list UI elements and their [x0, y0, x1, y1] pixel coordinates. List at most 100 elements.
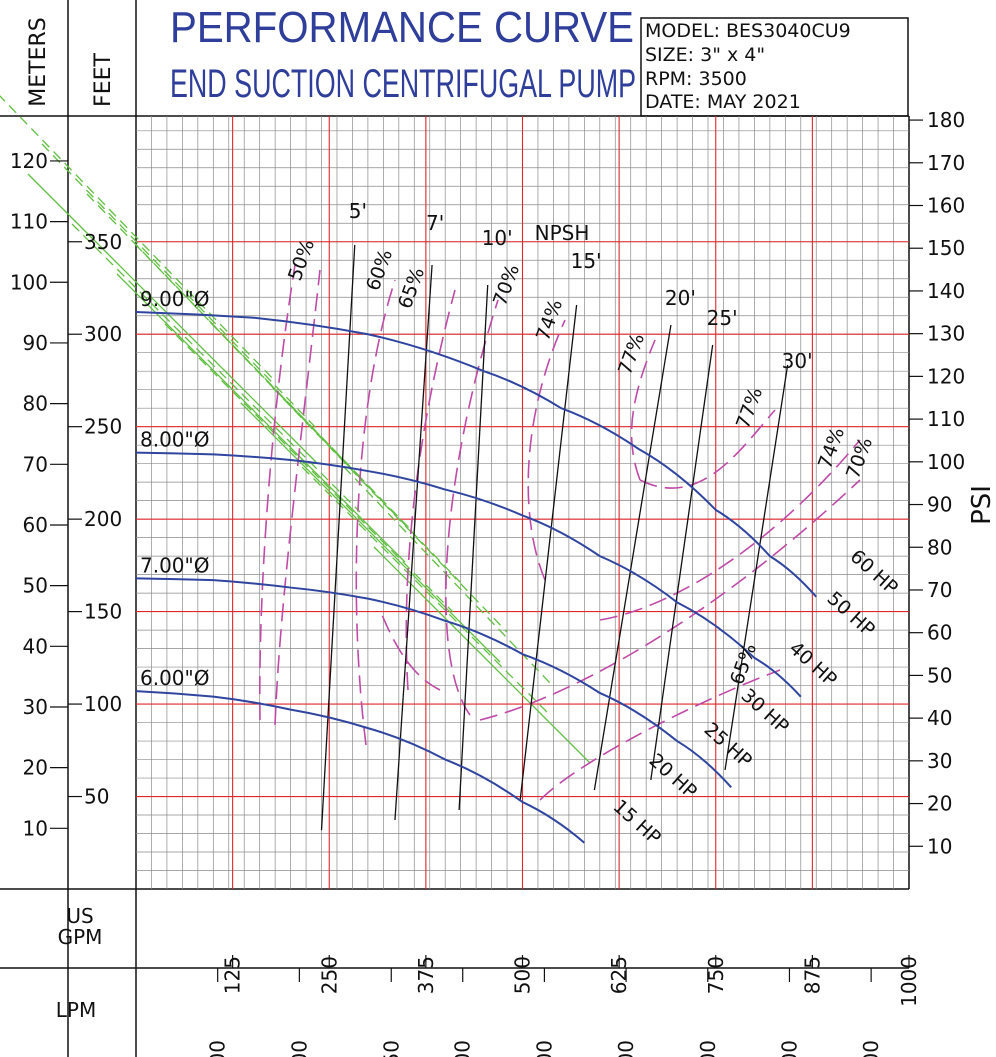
head-curve-1: [135, 451, 802, 698]
gpm-tick-label: 125: [221, 956, 245, 994]
lpm-axis-title: LPM: [56, 998, 96, 1022]
feet-tick-label: 150: [84, 600, 122, 624]
efficiency-curve: [445, 299, 499, 716]
psi-tick-label: 60: [927, 621, 952, 645]
gpm-tick-label: 250: [317, 956, 341, 994]
npsh-line: [519, 304, 578, 801]
psi-tick-label: 160: [927, 194, 965, 218]
lpm-tick-label: 3200: [777, 1040, 801, 1057]
psi-tick-label: 50: [927, 663, 952, 687]
npsh-line: [458, 284, 489, 811]
npsh-line-label: 25': [707, 306, 738, 330]
lpm-tick-label: 1250: [379, 1040, 403, 1057]
feet-tick-label: 100: [84, 692, 122, 716]
psi-tick-label: 110: [927, 407, 965, 431]
lpm-tick-label: 1600: [451, 1040, 475, 1057]
hp-line-20-hp: [301, 466, 548, 713]
efficiency-curve: [355, 279, 396, 746]
lpm-tick-label: 2000: [532, 1040, 556, 1057]
impeller-diameter-label: 6.00"Ø: [140, 666, 209, 690]
lpm-tick-label: 800: [287, 1040, 311, 1057]
hp-line-25-hp: [240, 402, 501, 663]
psi-tick-label: 120: [927, 364, 965, 388]
hp-line-60-hp: [27, 173, 317, 463]
meters-tick-label: 20: [23, 756, 48, 780]
efficiency-label: 60%: [362, 246, 397, 293]
efficiency-label: 65%: [726, 640, 761, 687]
info-size: SIZE: 3" x 4": [645, 44, 765, 66]
efficiency-label: 70%: [489, 261, 524, 308]
impeller-diameter-label: 7.00"Ø: [140, 553, 209, 577]
meters-tick-label: 100: [10, 270, 48, 294]
feet-tick-label: 350: [84, 230, 122, 254]
lpm-tick-label: 2400: [614, 1040, 638, 1057]
npsh-line-label: 15': [571, 249, 602, 273]
feet-tick-label: 50: [84, 785, 109, 809]
psi-tick-label: 140: [927, 279, 965, 303]
npsh-line-label: 5': [349, 199, 367, 223]
feet-tick-label: 250: [84, 415, 122, 439]
lpm-tick-label: 2800: [696, 1040, 720, 1057]
psi-tick-label: 70: [927, 578, 952, 602]
psi-tick-label: 100: [927, 450, 965, 474]
efficiency-curve: [599, 439, 861, 621]
psi-tick-label: 40: [927, 706, 952, 730]
hp-line-15-hp: [373, 546, 591, 764]
psi-tick-label: 90: [927, 493, 952, 517]
impeller-diameter-label: 9.00"Ø: [140, 287, 209, 311]
hp-guide-line: [86, 193, 366, 483]
lpm-tick-label: 3600: [859, 1040, 883, 1057]
efficiency-label: 65%: [394, 264, 429, 311]
efficiency-curve: [630, 339, 656, 481]
gpm-axis-title-us: US: [66, 904, 93, 928]
psi-tick-label: 20: [927, 792, 952, 816]
meters-tick-label: 110: [10, 210, 48, 234]
hp-line-50-hp: [71, 223, 361, 513]
impeller-diameter-label: 8.00"Ø: [140, 428, 209, 452]
meters-tick-label: 120: [10, 149, 48, 173]
chart-subtitle: END SUCTION CENTRIFUGAL PUMP: [170, 62, 636, 106]
head-curve-2: [135, 577, 732, 788]
psi-tick-label: 10: [927, 834, 952, 858]
gpm-tick-label: 1000: [897, 956, 921, 1007]
npsh-line-label: 20': [665, 286, 696, 310]
psi-tick-label: 80: [927, 535, 952, 559]
meters-tick-label: 30: [23, 695, 48, 719]
chart-title: PERFORMANCE CURVE: [170, 3, 634, 52]
gpm-axis-title-gpm: GPM: [58, 925, 103, 949]
efficiency-curve: [639, 409, 776, 489]
npsh-line: [593, 324, 672, 791]
gpm-tick-label: 500: [511, 956, 535, 994]
npsh-line: [320, 244, 356, 831]
psi-tick-label: 170: [927, 151, 965, 175]
meters-tick-label: 90: [23, 331, 48, 355]
meters-tick-label: 60: [23, 513, 48, 537]
psi-tick-label: 150: [927, 236, 965, 260]
efficiency-label: 74%: [532, 296, 567, 343]
meters-tick-label: 70: [23, 452, 48, 476]
feet-axis-title: FEET: [91, 52, 116, 106]
psi-axis-title: PSI: [967, 485, 996, 525]
meters-tick-label: 80: [23, 392, 48, 416]
hp-line-40-hp: [116, 273, 406, 563]
info-rpm: RPM: 3500: [645, 68, 747, 90]
efficiency-curve: [379, 609, 441, 691]
meters-tick-label: 10: [23, 816, 48, 840]
hp-line-30-hp: [164, 323, 454, 613]
hp-label: 50 HP: [823, 587, 879, 641]
hp-label: 30 HP: [737, 684, 793, 738]
feet-tick-label: 300: [84, 322, 122, 346]
npsh-line-label: 7': [426, 211, 444, 235]
hp-label: 15 HP: [609, 795, 665, 849]
efficiency-label: 74%: [814, 424, 849, 471]
head-curve-3: [135, 690, 585, 844]
hp-guide-line: [41, 143, 321, 433]
meters-tick-label: 40: [23, 634, 48, 658]
efficiency-curve: [274, 269, 321, 726]
gpm-tick-label: 375: [414, 956, 438, 994]
npsh-title: NPSH: [535, 221, 590, 245]
efficiency-curve: [405, 289, 456, 691]
psi-tick-label: 30: [927, 749, 952, 773]
npsh-line: [394, 264, 433, 821]
